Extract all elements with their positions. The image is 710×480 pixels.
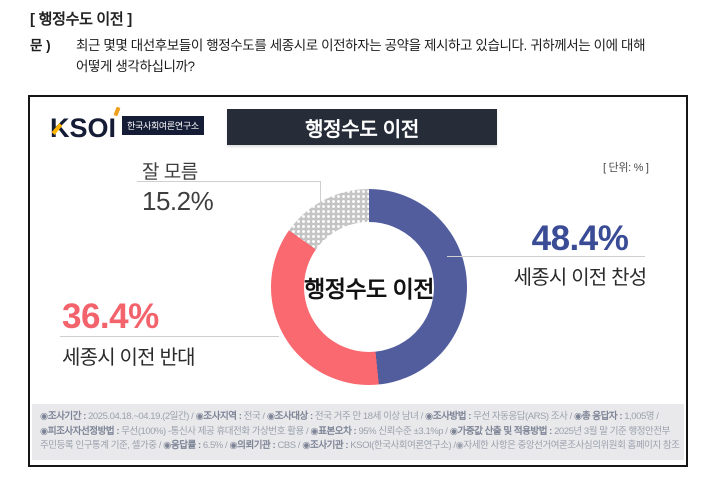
oppose-value: 36.4% xyxy=(62,297,159,336)
question-text-line2: 어떻게 생각하십니까? xyxy=(76,59,195,74)
dontknow-value: 15.2% xyxy=(142,186,214,216)
dontknow-label: 잘 모름 xyxy=(142,162,198,183)
agree-label: 세종시 이전 찬성 xyxy=(513,267,648,289)
unit-label: [ 단위: % ] xyxy=(603,162,649,174)
org-name-badge: 한국사회여론연구소 xyxy=(122,116,204,135)
donut-hole xyxy=(304,222,434,352)
footer-line: 주민등록 인구통계 기준, 셀가중 / ◉응답률 : 6.5% / ◉의뢰기관 … xyxy=(40,440,680,451)
oppose-label: 세종시 이전 반대 xyxy=(62,347,196,369)
agree-leader-line xyxy=(447,256,645,257)
chart-card: KSOI 한국사회여론연구소 행정수도 이전 [ 단위: % ] 행정수도 이전… xyxy=(28,95,688,467)
chart-title-bar: 행정수도 이전 xyxy=(227,109,497,145)
agree-value: 48.4% xyxy=(531,219,629,258)
donut-chart: 행정수도 이전 xyxy=(271,189,467,385)
section-title: [ 행정수도 이전 ] xyxy=(30,11,132,28)
question-prefix: 문 ) xyxy=(30,38,51,53)
ksoi-logo-text: KSOI xyxy=(50,106,121,144)
dontknow-leader-line-drop xyxy=(320,181,321,207)
footer-line: ◉조사기간 : 2025.04.18.~04.19.(2일간) / ◉조사지역 … xyxy=(40,411,659,422)
ksoi-logo: KSOI 한국사회여론연구소 xyxy=(50,106,204,144)
dontknow-leader-line xyxy=(137,181,321,182)
footer-line: ◉피조사자선정방법 : 무선(100%) -통신사 제공 휴대전화 가상번호 활… xyxy=(40,425,670,437)
donut-center-label: 행정수도 이전 xyxy=(304,276,434,302)
question-text-line1: 최근 몇몇 대선후보들이 행정수도를 세종시로 이전하자는 공약을 제시하고 있… xyxy=(76,38,646,53)
oppose-leader-line xyxy=(60,336,279,337)
methodology-footer: ◉조사기간 : 2025.04.18.~04.19.(2일간) / ◉조사지역 … xyxy=(32,404,684,460)
logo-orange-accent-icon xyxy=(113,106,121,117)
